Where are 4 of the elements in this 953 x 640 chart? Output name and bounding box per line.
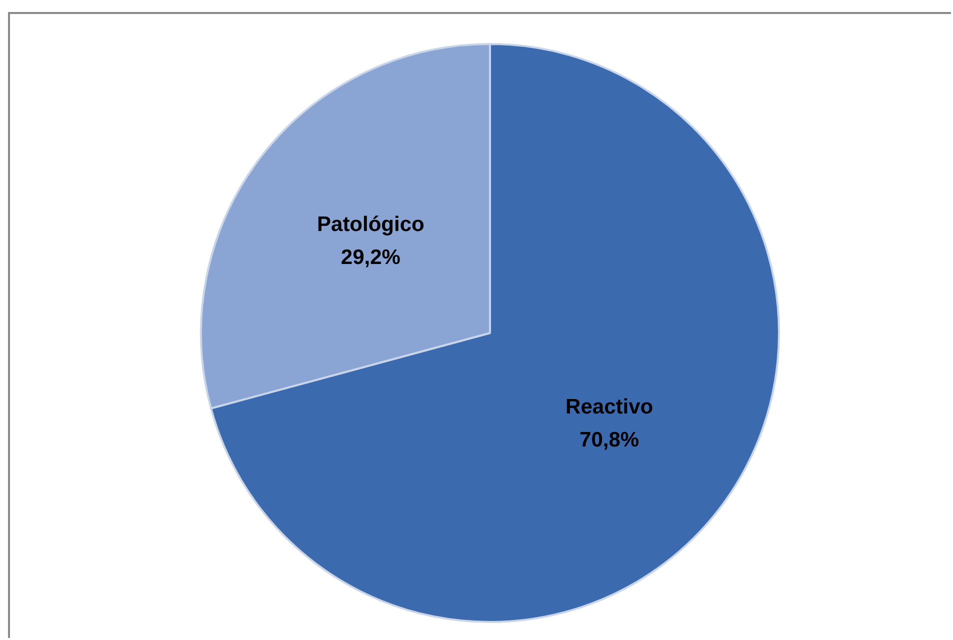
data-label: 29,2% [340, 246, 401, 269]
data-label: 70,8% [580, 428, 640, 452]
slice-label: Reactivo [566, 396, 654, 419]
slice-label: Patológico [317, 212, 424, 236]
